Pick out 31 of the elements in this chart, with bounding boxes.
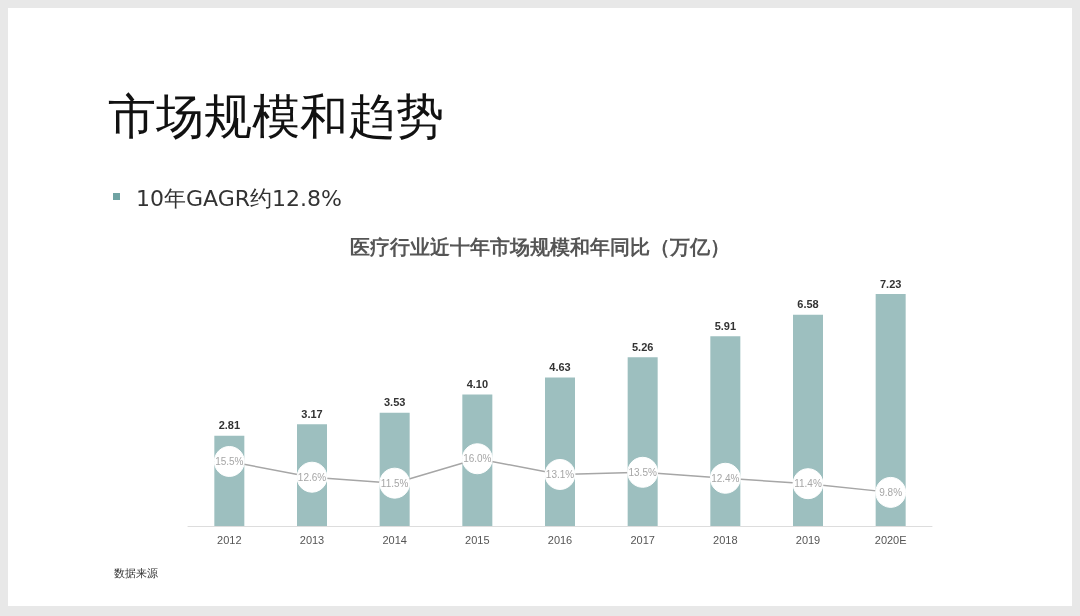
data-label: 13.1% xyxy=(545,468,575,480)
data-label: 11.5% xyxy=(380,477,409,489)
x-tick-label: 2013 xyxy=(299,533,325,546)
x-tick-label: 2012 xyxy=(217,533,242,546)
data-label: 11.4% xyxy=(794,478,822,490)
x-tick-label: 2016 xyxy=(547,533,573,546)
data-label: 12.4% xyxy=(711,472,740,484)
data-label: 12.6% xyxy=(297,471,327,483)
data-label: 2.81 xyxy=(218,419,241,432)
x-tick-label: 2019 xyxy=(795,533,821,546)
x-tick-label: 2015 xyxy=(465,533,490,546)
data-label: 9.8% xyxy=(879,486,903,498)
data-label: 5.26 xyxy=(631,340,654,353)
data-label: 6.58 xyxy=(797,298,819,311)
data-label: 16.0% xyxy=(463,453,492,465)
data-label: 5.91 xyxy=(714,319,737,332)
x-tick-label: 2014 xyxy=(382,533,407,546)
x-tick-label: 2018 xyxy=(713,533,738,546)
data-label: 13.5% xyxy=(628,466,657,478)
chart-title: 市场规模和趋势 xyxy=(108,88,444,144)
text: 医疗行业近十年市场规模和年同比（万亿） xyxy=(350,236,730,258)
x-tick-label: 2017 xyxy=(630,533,655,546)
x-tick-label: 2020E xyxy=(874,533,907,546)
data-label: 4.63 xyxy=(549,360,571,373)
data-label: 3.53 xyxy=(383,396,406,409)
text: 数据来源 xyxy=(114,566,158,581)
data-label: 4.10 xyxy=(466,377,489,390)
data-label: 15.5% xyxy=(215,455,244,467)
data-label: 7.23 xyxy=(879,277,902,290)
data-label: 3.17 xyxy=(301,407,323,420)
chart-subtitle: 10年GAGR约12.8% xyxy=(136,185,342,213)
